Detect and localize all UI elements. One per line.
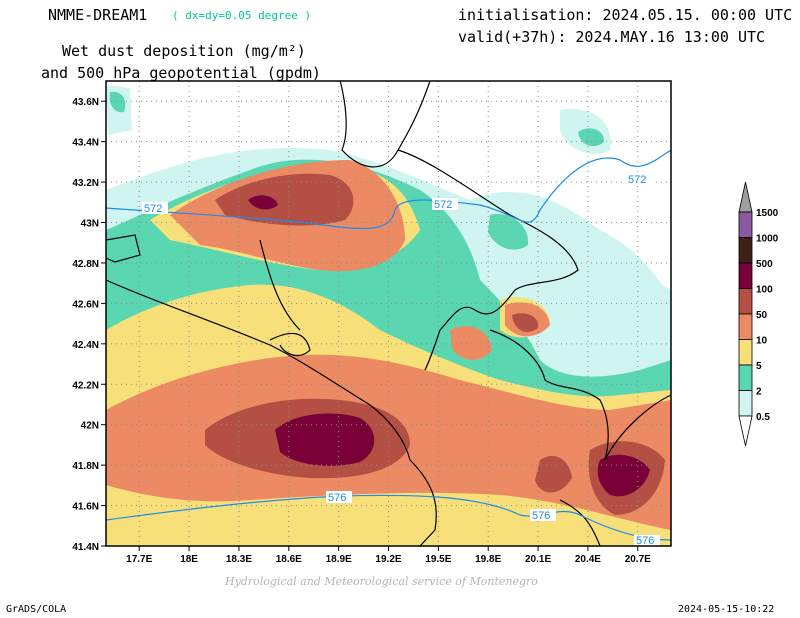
lat-tick-label: 42N bbox=[81, 421, 99, 432]
colorbar-label: 2 bbox=[756, 387, 762, 398]
software-label: GrADS/COLA bbox=[6, 604, 67, 615]
colorbar-swatch bbox=[738, 339, 753, 366]
lon-tick-label: 20.7E bbox=[625, 554, 651, 565]
lon-tick-label: 20.4E bbox=[575, 554, 601, 565]
lat-tick-label: 42.6N bbox=[72, 299, 99, 310]
colorbar-swatch bbox=[738, 364, 753, 391]
colorbar-swatch bbox=[738, 211, 753, 238]
timestamp-label: 2024-05-15-10:22 bbox=[678, 604, 775, 615]
lon-tick-label: 18.9E bbox=[326, 554, 352, 565]
contour-label: 572 bbox=[144, 203, 162, 215]
init-time: initialisation: 2024.05.15. 00:00 UTC bbox=[458, 6, 793, 24]
colorbar-swatch bbox=[738, 288, 753, 315]
contour-label: 576 bbox=[328, 492, 346, 504]
lat-tick-label: 41.6N bbox=[72, 502, 99, 513]
lon-tick-label: 20.1E bbox=[525, 554, 551, 565]
colorbar-bottom-arrow bbox=[738, 415, 753, 447]
lat-tick-label: 42.4N bbox=[72, 340, 99, 351]
title-line1: Wet dust deposition (mg/m²) bbox=[62, 42, 306, 60]
map-fields bbox=[106, 81, 671, 546]
lon-tick-label: 18E bbox=[180, 554, 198, 565]
title-line2: and 500 hPa geopotential (gpdm) bbox=[41, 64, 321, 82]
lat-tick-label: 42.2N bbox=[72, 380, 99, 391]
model-name: NMME-DREAM1 bbox=[48, 6, 148, 24]
lat-tick-label: 41.4N bbox=[72, 542, 99, 553]
colorbar-label: 100 bbox=[756, 285, 773, 296]
lat-tick-label: 43.2N bbox=[72, 178, 99, 189]
contour-label: 576 bbox=[532, 510, 550, 522]
colorbar-swatch bbox=[738, 313, 753, 340]
colorbar-swatch bbox=[738, 262, 753, 289]
lat-tick-label: 43.6N bbox=[72, 97, 99, 108]
colorbar-label: 1500 bbox=[756, 208, 779, 219]
colorbar: 1500 1000 500 100 50 10 5 2 0.5 bbox=[738, 181, 779, 447]
contour-labels: 572 572 572 576 576 576 bbox=[142, 173, 660, 547]
resolution-label: ( dx=dy=0.05 degree ) bbox=[172, 9, 312, 22]
valid-time: valid(+37h): 2024.MAY.16 13:00 UTC bbox=[458, 28, 766, 46]
colorbar-label: 0.5 bbox=[756, 412, 770, 423]
colorbar-label: 5 bbox=[756, 361, 762, 372]
contour-label: 576 bbox=[636, 535, 654, 547]
country-borders bbox=[106, 81, 671, 546]
lat-tick-label: 42.8N bbox=[72, 259, 99, 270]
colorbar-label: 1000 bbox=[756, 234, 779, 245]
colorbar-label: 10 bbox=[756, 336, 768, 347]
lon-tick-label: 18.6E bbox=[276, 554, 302, 565]
lat-tick-label: 43N bbox=[81, 219, 99, 230]
geopotential-contours bbox=[106, 149, 671, 541]
colorbar-label: 50 bbox=[756, 310, 768, 321]
credit-text: Hydrological and Meteorological service … bbox=[225, 575, 538, 588]
field-100 bbox=[275, 413, 375, 466]
lon-tick-label: 19.5E bbox=[425, 554, 451, 565]
lat-tick-label: 41.8N bbox=[72, 461, 99, 472]
lon-tick-label: 18.3E bbox=[226, 554, 252, 565]
lon-tick-label: 17.7E bbox=[126, 554, 152, 565]
colorbar-swatch bbox=[738, 390, 753, 417]
lon-tick-label: 19.8E bbox=[475, 554, 501, 565]
colorbar-swatch bbox=[738, 237, 753, 264]
lat-tick-label: 43.4N bbox=[72, 138, 99, 149]
colorbar-label: 500 bbox=[756, 259, 773, 270]
lon-tick-label: 19.2E bbox=[375, 554, 401, 565]
map-axes: 17.7E 18E 18.3E 18.6E 18.9E 19.2E 19.5E 19.8E 20… bbox=[72, 97, 651, 565]
contour-label: 572 bbox=[434, 199, 452, 211]
contour-label: 572 bbox=[628, 174, 646, 186]
colorbar-top-arrow bbox=[738, 181, 753, 213]
